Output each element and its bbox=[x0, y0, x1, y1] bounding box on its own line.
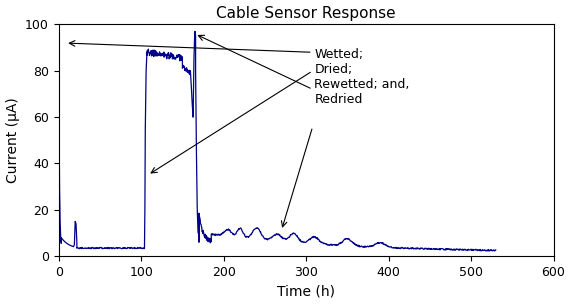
X-axis label: Time (h): Time (h) bbox=[277, 285, 335, 299]
Title: Cable Sensor Response: Cable Sensor Response bbox=[216, 5, 396, 21]
Text: Wetted;
Dried;
Rewetted; and,
Redried: Wetted; Dried; Rewetted; and, Redried bbox=[315, 48, 410, 106]
Y-axis label: Current (μA): Current (μA) bbox=[6, 98, 19, 183]
